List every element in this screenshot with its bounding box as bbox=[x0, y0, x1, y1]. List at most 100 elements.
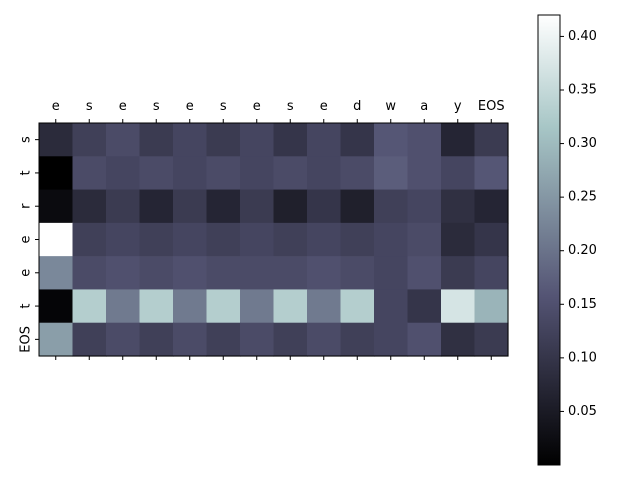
heatmap-cell bbox=[441, 123, 476, 157]
heatmap-cell bbox=[474, 189, 509, 224]
heatmap-cell bbox=[39, 123, 74, 157]
heatmap-cell bbox=[340, 156, 375, 191]
y-tick-label: r bbox=[19, 203, 34, 209]
x-tick-label: e bbox=[320, 99, 328, 114]
heatmap-cell bbox=[39, 322, 74, 357]
heatmap-cell bbox=[173, 189, 208, 224]
heatmap-cell bbox=[206, 256, 241, 291]
heatmap-cell bbox=[374, 123, 409, 157]
heatmap-cell bbox=[139, 289, 174, 324]
heatmap-cell bbox=[273, 322, 308, 357]
colorbar-axis: 0.05 0.10 0.15 0.20 0.25 0.30 0.35 0.40 bbox=[560, 29, 597, 419]
y-tick-label: t bbox=[19, 170, 34, 175]
heatmap-cell bbox=[441, 189, 476, 224]
heatmap-cell bbox=[374, 289, 409, 324]
heatmap-cell bbox=[474, 322, 509, 357]
heatmap-cell bbox=[374, 256, 409, 291]
heatmap-cell bbox=[407, 189, 442, 224]
heatmap-cell bbox=[72, 289, 107, 324]
heatmap-cell bbox=[139, 123, 174, 157]
heatmap-cell bbox=[173, 156, 208, 191]
heatmap-cell bbox=[240, 189, 275, 224]
heatmap-cell bbox=[340, 123, 375, 157]
heatmap-cell bbox=[139, 256, 174, 291]
heatmap-cell bbox=[72, 256, 107, 291]
heatmap-cell bbox=[441, 289, 476, 324]
heatmap-cell bbox=[340, 222, 375, 257]
heatmap-cell bbox=[407, 256, 442, 291]
x-tick-label: e bbox=[119, 99, 127, 114]
heatmap-cell bbox=[374, 189, 409, 224]
heatmap-cell bbox=[106, 123, 141, 157]
heatmap-cell bbox=[307, 222, 342, 257]
heatmap-cell bbox=[407, 322, 442, 357]
heatmap-cell bbox=[106, 322, 141, 357]
heatmap-cell bbox=[374, 156, 409, 191]
heatmap-cell bbox=[72, 123, 107, 157]
heatmap-cell bbox=[206, 123, 241, 157]
heatmap-cell bbox=[39, 256, 74, 291]
heatmap-cell bbox=[307, 189, 342, 224]
heatmap-cell bbox=[273, 123, 308, 157]
heatmap-cell bbox=[340, 322, 375, 357]
heatmap-cell bbox=[139, 322, 174, 357]
heatmap-cell bbox=[374, 322, 409, 357]
heatmap-cell bbox=[173, 322, 208, 357]
heatmap-cell bbox=[240, 222, 275, 257]
heatmap-cell bbox=[173, 289, 208, 324]
heatmap-cell bbox=[340, 189, 375, 224]
heatmap-cell bbox=[106, 156, 141, 191]
x-tick-label: a bbox=[420, 99, 428, 114]
heatmap-cell bbox=[139, 189, 174, 224]
x-tick-label: e bbox=[186, 99, 194, 114]
heatmap-cells bbox=[39, 123, 509, 357]
heatmap-cell bbox=[474, 156, 509, 191]
colorbar-tick-label: 0.25 bbox=[568, 190, 597, 205]
heatmap-cell bbox=[307, 156, 342, 191]
x-tick-label: EOS bbox=[478, 99, 505, 114]
x-tick-label: s bbox=[86, 99, 93, 114]
heatmap-cell bbox=[139, 222, 174, 257]
heatmap-cell bbox=[474, 222, 509, 257]
x-tick-label: d bbox=[353, 99, 361, 114]
heatmap-cell bbox=[106, 189, 141, 224]
heatmap-cell bbox=[474, 256, 509, 291]
heatmap-cell bbox=[139, 156, 174, 191]
heatmap-cell bbox=[273, 189, 308, 224]
y-tick-label: EOS bbox=[19, 326, 34, 353]
heatmap-cell bbox=[407, 156, 442, 191]
heatmap-cell bbox=[39, 289, 74, 324]
heatmap-cell bbox=[307, 123, 342, 157]
heatmap-cell bbox=[441, 222, 476, 257]
heatmap-cell bbox=[240, 123, 275, 157]
heatmap-cell bbox=[106, 222, 141, 257]
x-tick-label: y bbox=[454, 99, 462, 114]
x-tick-label: s bbox=[287, 99, 294, 114]
heatmap-cell bbox=[106, 256, 141, 291]
heatmap-cell bbox=[173, 256, 208, 291]
colorbar-tick-label: 0.10 bbox=[568, 350, 597, 365]
colorbar-tick-label: 0.30 bbox=[568, 136, 597, 151]
x-tick-label: e bbox=[253, 99, 261, 114]
heatmap-cell bbox=[72, 156, 107, 191]
y-tick-label: s bbox=[19, 136, 34, 143]
heatmap-cell bbox=[39, 156, 74, 191]
heatmap-cell bbox=[206, 156, 241, 191]
heatmap-cell bbox=[374, 222, 409, 257]
heatmap-cell bbox=[72, 189, 107, 224]
heatmap-cell bbox=[307, 322, 342, 357]
x-tick-label: s bbox=[153, 99, 160, 114]
heatmap-cell bbox=[407, 222, 442, 257]
heatmap-cell bbox=[173, 222, 208, 257]
heatmap-cell bbox=[273, 156, 308, 191]
heatmap-cell bbox=[273, 222, 308, 257]
heatmap-cell bbox=[106, 289, 141, 324]
heatmap-cell bbox=[474, 289, 509, 324]
heatmap-cell bbox=[72, 222, 107, 257]
heatmap-cell bbox=[39, 189, 74, 224]
heatmap-cell bbox=[407, 289, 442, 324]
colorbar-tick-label: 0.35 bbox=[568, 83, 597, 98]
heatmap-cell bbox=[340, 256, 375, 291]
heatmap-cell bbox=[240, 289, 275, 324]
